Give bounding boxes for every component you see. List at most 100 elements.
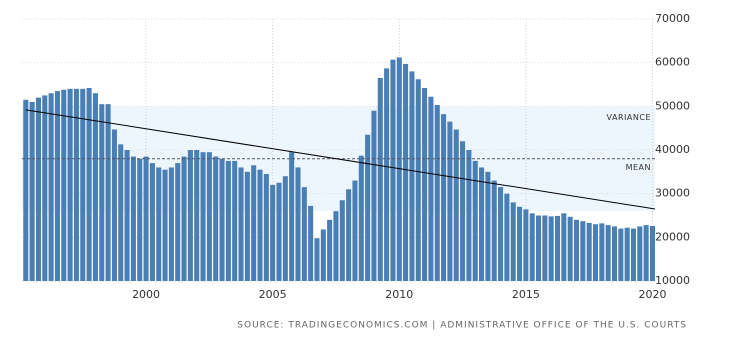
bar bbox=[320, 229, 326, 281]
trend-line bbox=[25, 109, 656, 210]
bar bbox=[390, 59, 396, 281]
bar bbox=[428, 96, 434, 281]
bar bbox=[124, 150, 130, 281]
bar bbox=[517, 206, 523, 281]
bar bbox=[580, 221, 586, 281]
bar bbox=[86, 87, 92, 281]
bar bbox=[453, 129, 459, 281]
bar bbox=[251, 165, 257, 281]
bar bbox=[535, 215, 542, 281]
bar bbox=[605, 225, 611, 281]
bar bbox=[206, 152, 212, 281]
bar bbox=[270, 184, 276, 281]
bar bbox=[295, 167, 301, 281]
x-tick-label: 2010 bbox=[385, 288, 413, 301]
bar bbox=[409, 71, 415, 282]
bar bbox=[529, 213, 535, 281]
bar bbox=[257, 169, 263, 281]
bar bbox=[282, 176, 288, 281]
bar bbox=[54, 91, 60, 281]
mean-label: MEAN bbox=[626, 163, 651, 172]
bar bbox=[130, 156, 136, 281]
bar bbox=[592, 224, 599, 281]
bar bbox=[105, 104, 111, 282]
x-tick-label: 2020 bbox=[638, 288, 666, 301]
bar bbox=[238, 167, 244, 281]
variance-label: VARIANCE bbox=[607, 113, 651, 122]
bar bbox=[111, 129, 117, 281]
bar bbox=[289, 152, 295, 281]
bar bbox=[301, 187, 307, 281]
bar bbox=[118, 144, 124, 281]
bar bbox=[396, 57, 402, 281]
bar bbox=[333, 211, 339, 281]
bar bbox=[80, 88, 86, 281]
x-tick-label: 2015 bbox=[512, 288, 540, 301]
bar bbox=[548, 216, 554, 281]
y-tick-label: 70000 bbox=[655, 12, 690, 25]
bar bbox=[168, 167, 174, 281]
bar bbox=[554, 215, 561, 281]
bar bbox=[441, 114, 447, 282]
bar bbox=[358, 155, 364, 281]
y-tick-label: 50000 bbox=[655, 99, 690, 112]
bar bbox=[371, 110, 377, 281]
y-tick-label: 40000 bbox=[655, 143, 690, 156]
bar bbox=[67, 88, 73, 281]
bar bbox=[61, 89, 67, 282]
bar bbox=[162, 169, 168, 281]
bar bbox=[472, 160, 478, 281]
bar bbox=[447, 121, 453, 281]
bar bbox=[23, 99, 29, 282]
bar bbox=[346, 189, 352, 281]
bar bbox=[327, 219, 333, 281]
y-tick-label: 60000 bbox=[655, 56, 690, 69]
y-tick-label: 30000 bbox=[655, 187, 690, 200]
bar bbox=[200, 152, 206, 281]
x-tick-label: 2005 bbox=[259, 288, 287, 301]
bar bbox=[599, 223, 605, 281]
bar bbox=[422, 87, 428, 281]
bar bbox=[403, 63, 409, 281]
bar bbox=[73, 88, 79, 281]
bar bbox=[618, 228, 624, 281]
bar bbox=[143, 156, 149, 281]
bar bbox=[491, 180, 497, 281]
bar bbox=[276, 182, 282, 281]
bar bbox=[194, 150, 200, 281]
bar bbox=[643, 225, 649, 281]
bar bbox=[219, 158, 225, 281]
bar bbox=[611, 226, 618, 281]
bar bbox=[99, 104, 105, 282]
source: SOURCE: TRADINGECONOMICS.COM | ADMINISTR… bbox=[237, 321, 687, 331]
bar bbox=[213, 156, 219, 281]
bar bbox=[35, 97, 41, 281]
bar bbox=[308, 205, 314, 281]
bar bbox=[510, 202, 516, 281]
bar bbox=[649, 225, 655, 281]
bar bbox=[586, 222, 592, 281]
bar bbox=[498, 187, 504, 281]
bar bbox=[377, 77, 383, 281]
bar bbox=[479, 167, 485, 281]
bar bbox=[573, 219, 580, 281]
bar bbox=[42, 95, 48, 282]
bar bbox=[314, 238, 320, 281]
bar bbox=[523, 209, 529, 281]
bar bbox=[567, 216, 573, 281]
bar bbox=[232, 160, 238, 281]
bar bbox=[29, 101, 35, 281]
bar bbox=[542, 215, 548, 281]
x-tick-label: 2000 bbox=[132, 288, 160, 301]
bar bbox=[175, 163, 181, 281]
bar bbox=[187, 150, 193, 281]
bar bbox=[504, 193, 510, 281]
y-tick-label: 20000 bbox=[655, 230, 690, 243]
bar bbox=[225, 160, 231, 281]
bar bbox=[149, 163, 155, 281]
bar bbox=[244, 171, 250, 281]
bar bbox=[365, 134, 371, 281]
bar bbox=[156, 167, 162, 281]
